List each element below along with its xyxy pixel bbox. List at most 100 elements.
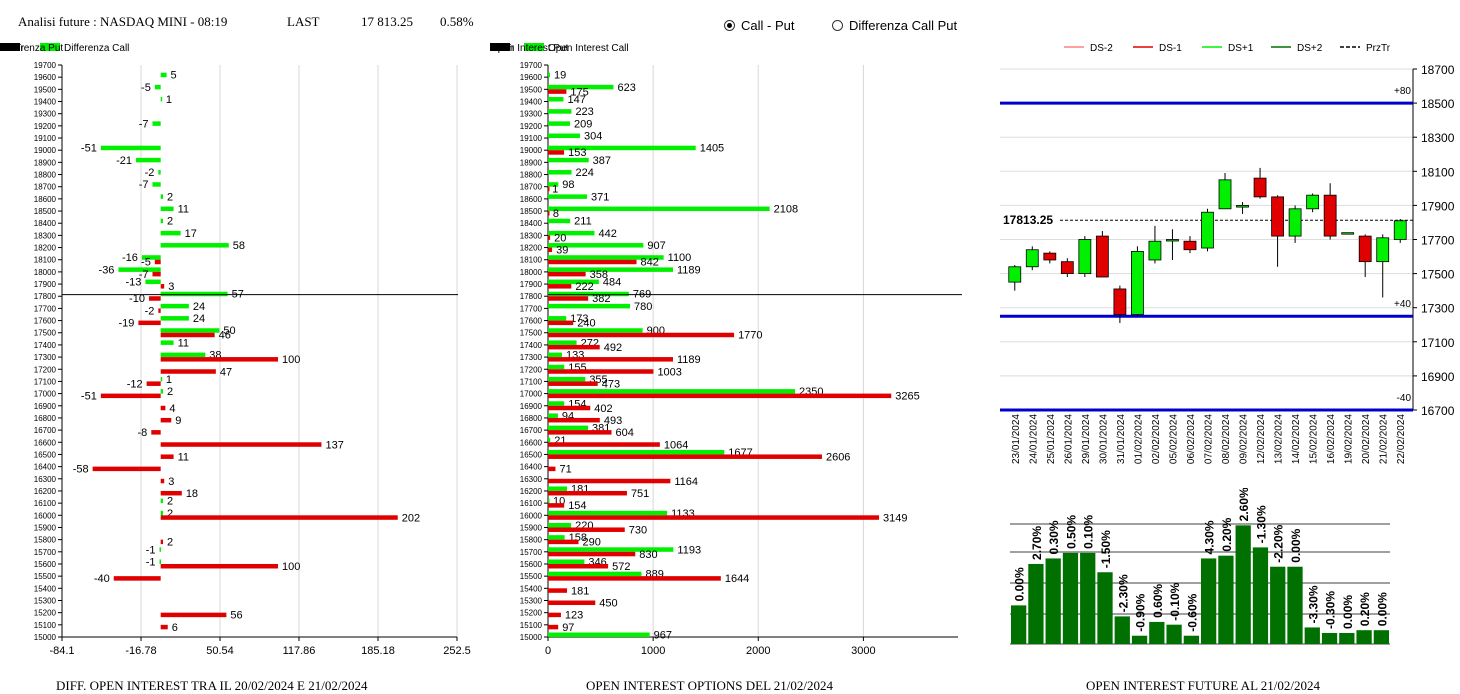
- bar-value-label: 2: [167, 496, 173, 508]
- bar-value-label: -40: [94, 573, 110, 585]
- future-oi-pct-label: -2.20%: [1272, 524, 1286, 562]
- bar-value-label: -10: [129, 293, 145, 305]
- strike-label: 19300: [520, 110, 543, 119]
- bar-value-label: 224: [576, 167, 594, 179]
- bar-value-label: 358: [590, 269, 608, 281]
- put-bar: [146, 381, 161, 386]
- put-bar: [548, 344, 600, 350]
- call-bar: [548, 401, 565, 406]
- future-oi-bar: [1339, 632, 1355, 644]
- put-bar: [151, 430, 161, 435]
- call-bar: [548, 206, 770, 212]
- date-label: 29/01/2024: [1081, 414, 1092, 464]
- bar-value-label: 1164: [674, 476, 698, 488]
- bar-value-label: 223: [575, 106, 593, 118]
- put-bar: [160, 454, 174, 459]
- bar-value-label: 173: [570, 313, 588, 325]
- strike-label: 19200: [34, 122, 57, 131]
- date-label: 16/02/2024: [1326, 414, 1337, 464]
- date-label: 13/02/2024: [1274, 414, 1285, 464]
- bar-value-label: 154: [568, 500, 586, 512]
- put-bar: [160, 515, 398, 520]
- candle-up: [1376, 237, 1390, 263]
- future-oi-bar: [1131, 635, 1148, 644]
- strike-label: 16100: [520, 499, 543, 508]
- bar-value-label: -21: [116, 155, 132, 167]
- put-bar: [548, 271, 586, 277]
- put-bar: [160, 357, 279, 362]
- candle-down: [1253, 177, 1267, 198]
- strike-label: 16500: [520, 450, 543, 459]
- put-bar: [160, 539, 164, 545]
- strike-label: 19000: [520, 146, 543, 155]
- radio-diff-call-put[interactable]: Differenza Call Put: [832, 18, 957, 33]
- bar-value-label: 751: [631, 488, 649, 500]
- bar-value-label: -16: [122, 252, 138, 264]
- call-bar: [160, 194, 164, 199]
- bar-value-label: 202: [402, 512, 420, 524]
- strike-label: 15800: [34, 536, 57, 545]
- bar-value-label: 492: [604, 342, 622, 354]
- call-bar: [160, 328, 220, 333]
- call-bar: [548, 340, 577, 345]
- bar-value-label: 98: [562, 179, 574, 191]
- bar-value-label: 1189: [677, 264, 701, 276]
- x-tick-label: 3000: [851, 645, 875, 657]
- put-bar: [548, 576, 721, 581]
- bar-value-label: -19: [118, 318, 134, 330]
- put-bar: [548, 527, 625, 532]
- y-tick-label: 18100: [1421, 165, 1455, 179]
- strike-label: 18500: [520, 207, 543, 216]
- radio-diff-call-put-dot[interactable]: [832, 20, 843, 31]
- bar-value-label: 1770: [738, 330, 762, 342]
- bar-value-label: 842: [641, 257, 659, 269]
- y-tick-label: 18700: [1421, 63, 1455, 77]
- last-price: 17 813.25: [361, 14, 413, 29]
- put-bar: [548, 442, 660, 447]
- date-label: 20/02/2024: [1361, 414, 1372, 464]
- caption-diff: DIFF. OPEN INTEREST TRA IL 20/02/2024 E …: [56, 678, 368, 693]
- future-oi-pct-label: 4.30%: [1203, 520, 1217, 554]
- bar-value-label: -8: [138, 427, 148, 439]
- bar-value-label: 1133: [671, 508, 695, 520]
- strike-label: 16700: [520, 426, 543, 435]
- call-bar: [160, 218, 164, 224]
- call-bar: [159, 559, 162, 564]
- bar-value-label: 2: [167, 508, 173, 520]
- put-bar: [154, 259, 161, 265]
- strike-label: 17200: [34, 365, 57, 374]
- future-oi-bar: [1235, 525, 1251, 644]
- bar-value-label: -7: [139, 179, 149, 191]
- strike-label: 18200: [520, 244, 543, 253]
- future-oi-bar: [1011, 605, 1027, 644]
- put-bar: [548, 369, 654, 374]
- put-bar: [92, 466, 161, 472]
- y-tick-label: 17300: [1421, 302, 1455, 316]
- strike-label: 17600: [34, 317, 57, 326]
- bar-value-label: 2: [167, 537, 173, 549]
- bar-value-label: 1100: [668, 252, 692, 264]
- last-change-pct: 0.58%: [440, 14, 474, 29]
- bar-value-label: 11: [178, 337, 189, 349]
- call-bar: [548, 510, 668, 516]
- radio-call-put[interactable]: Call - Put: [724, 18, 794, 33]
- call-bar: [548, 182, 559, 187]
- radio-call-put-dot[interactable]: [724, 20, 735, 31]
- bar-value-label: -36: [99, 264, 115, 276]
- strike-label: 18000: [520, 268, 543, 277]
- strike-label: 19000: [34, 146, 57, 155]
- bar-value-label: 47: [220, 366, 232, 378]
- future-oi-bar: [1114, 616, 1130, 644]
- future-oi-pct-label: 0.00%: [1341, 595, 1355, 629]
- bar-value-label: 24: [193, 301, 205, 313]
- future-oi-pct-label: 0.20%: [1358, 592, 1372, 626]
- bar-value-label: 56: [230, 610, 242, 622]
- put-bar: [548, 454, 822, 459]
- call-bar: [548, 170, 572, 175]
- bar-value-label: -51: [81, 391, 97, 403]
- call-bar: [160, 389, 164, 394]
- bar-value-label: 473: [602, 378, 620, 390]
- bar-value-label: -1: [146, 544, 156, 556]
- bar-value-label: 71: [559, 464, 571, 476]
